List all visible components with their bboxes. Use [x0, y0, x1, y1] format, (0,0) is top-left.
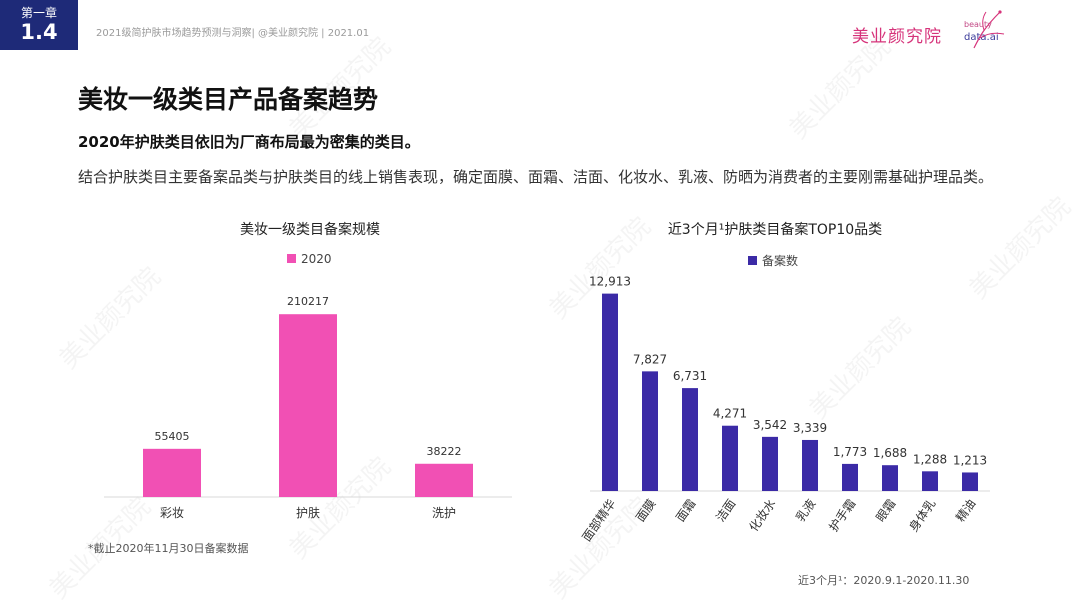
- watermark-text: 美业颜究院: [54, 262, 167, 375]
- chapter-label: 第一章: [20, 6, 57, 20]
- data-label: 7,827: [633, 352, 667, 366]
- footnote-right: 近3个月¹：2020.9.1-2020.11.30: [798, 574, 970, 587]
- data-label: 1,213: [953, 453, 987, 467]
- chart-2-title: 近3个月¹护肤类目备案TOP10品类: [667, 222, 883, 238]
- data-label: 55405: [155, 430, 190, 443]
- legend-swatch: [748, 256, 757, 265]
- watermark-text: 美业颜究院: [784, 32, 897, 145]
- x-tick-label: 眼霜: [873, 497, 898, 525]
- body-paragraph: 结合护肤类目主要备案品类与护肤类目的线上销售表现，确定面膜、面霜、洁面、化妆水、…: [78, 168, 994, 186]
- x-tick-label: 化妆水: [746, 497, 778, 535]
- bar: [882, 465, 898, 491]
- header-meta: 2021级简护肤市场趋势预测与洞察| @美业颜究院 | 2021.01: [96, 28, 370, 39]
- legend-label: 2020: [301, 252, 332, 266]
- x-tick-label: 精油: [953, 497, 978, 525]
- data-label: 6,731: [673, 369, 707, 383]
- chapter-badge: 第一章 1.4: [0, 0, 78, 50]
- x-tick-label: 护手霜: [826, 497, 858, 535]
- chart-1-title: 美妆一级类目备案规模: [240, 222, 380, 238]
- watermark-text: 美业颜究院: [544, 492, 657, 605]
- bar: [842, 463, 858, 491]
- page-title: 美妆一级类目产品备案趋势: [78, 85, 379, 114]
- bar: [722, 425, 738, 491]
- bar: [642, 371, 658, 491]
- data-label: 210217: [287, 295, 329, 308]
- data-label: 3,542: [753, 418, 787, 432]
- x-tick-label: 身体乳: [906, 496, 939, 534]
- logo-text-en-1: beauty: [964, 20, 992, 29]
- page-subtitle: 2020年护肤类目依旧为厂商布局最为密集的类目。: [78, 133, 420, 151]
- data-label: 4,271: [713, 407, 747, 421]
- chapter-number: 1.4: [20, 20, 58, 44]
- x-tick-label: 洗护: [432, 506, 456, 520]
- data-label: 1,773: [833, 445, 867, 459]
- bar: [682, 388, 698, 491]
- data-label: 1,288: [913, 452, 947, 466]
- bar: [762, 436, 778, 491]
- bar: [802, 439, 818, 491]
- x-tick-label: 洁面: [713, 497, 738, 525]
- data-label: 12,913: [589, 275, 631, 289]
- footnote-left: *截止2020年11月30日备案数据: [88, 542, 249, 555]
- watermark-text: 美业颜究院: [284, 452, 397, 565]
- logo-flourish-icon: [973, 10, 1005, 49]
- bar: [962, 472, 978, 491]
- watermark-text: 美业颜究院: [964, 192, 1077, 305]
- chart-1-legend: 2020: [287, 252, 332, 266]
- bar: [602, 293, 618, 491]
- data-label: 1,688: [873, 446, 907, 460]
- x-tick-label: 面霜: [673, 497, 698, 525]
- data-label: 3,339: [793, 421, 827, 435]
- chart-2-legend: 备案数: [748, 252, 798, 269]
- legend-label: 备案数: [762, 254, 799, 268]
- x-tick-label: 面膜: [633, 497, 658, 525]
- data-label: 38222: [427, 445, 462, 458]
- bar: [922, 471, 938, 491]
- x-tick-label: 彩妆: [160, 506, 184, 520]
- logo-text-cn: 美业颜究院: [852, 27, 942, 47]
- x-tick-label: 面部精华: [579, 496, 619, 544]
- x-tick-label: 护肤: [296, 505, 320, 520]
- brand-logo: 美业颜究院 beauty data.ai: [852, 10, 1005, 49]
- watermark-text: 美业颜究院: [804, 312, 917, 425]
- bar: [415, 463, 473, 497]
- x-tick-label: 乳液: [792, 496, 818, 524]
- legend-swatch: [287, 254, 296, 263]
- bar: [279, 314, 337, 497]
- bar: [143, 448, 201, 497]
